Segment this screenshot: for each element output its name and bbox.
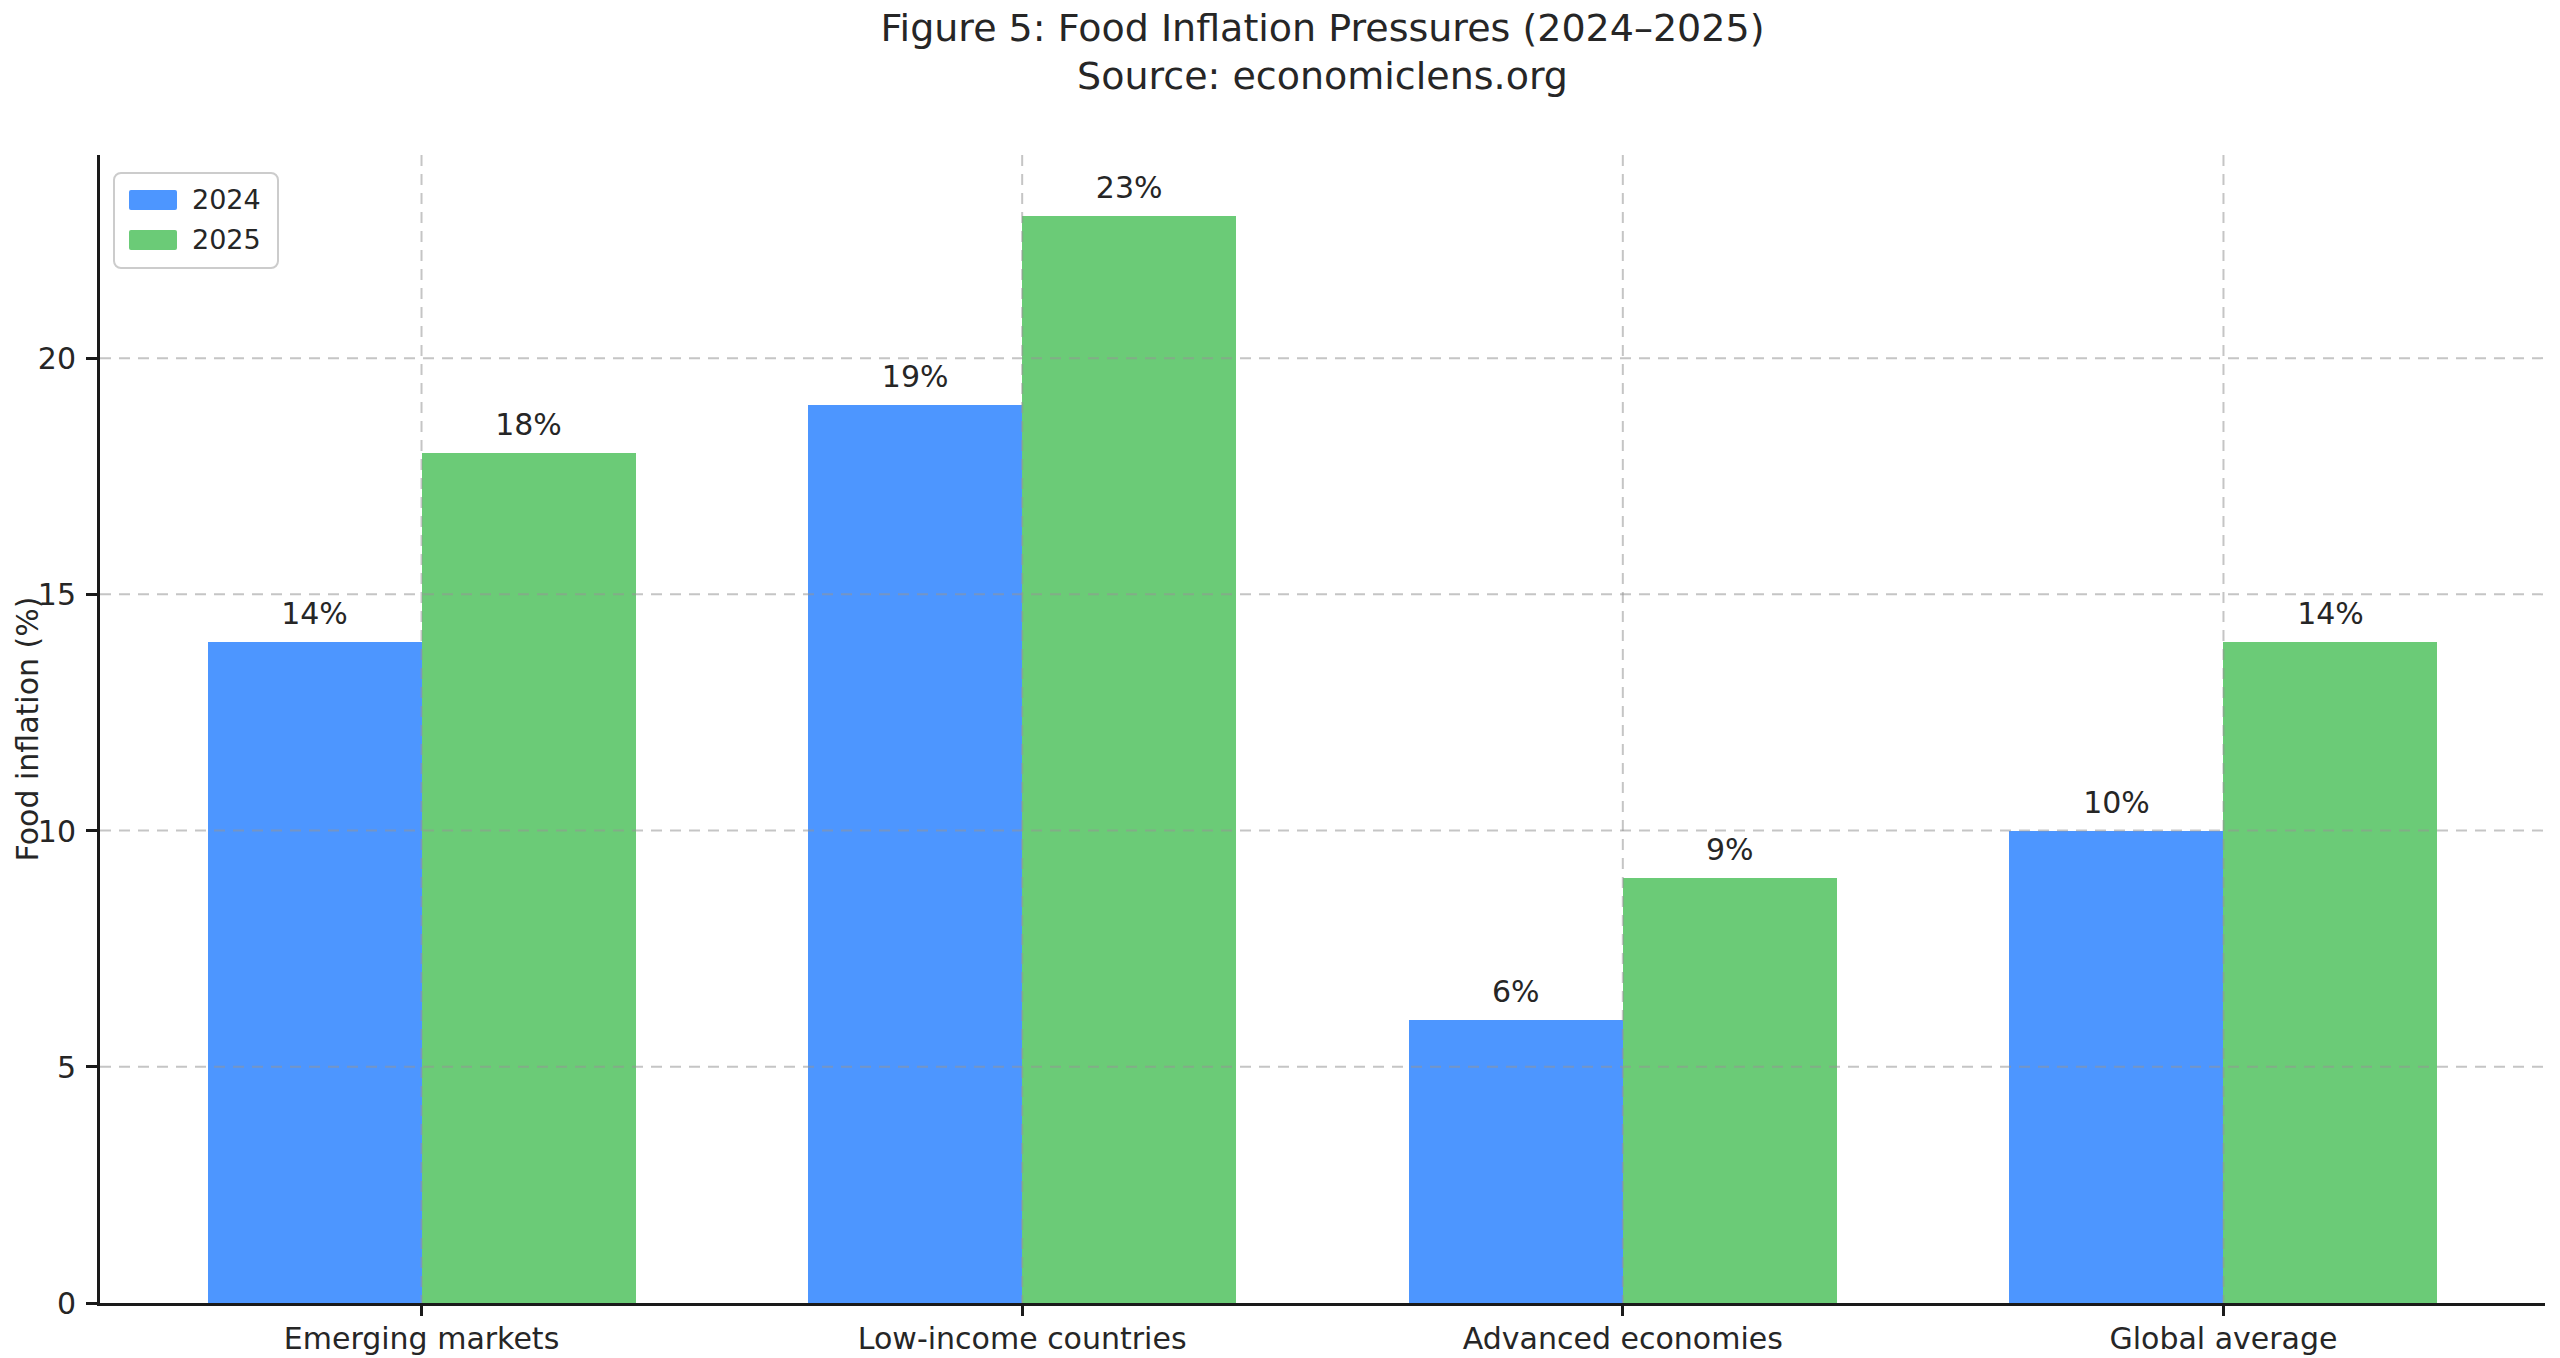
y-tick-mark [86, 829, 97, 832]
y-tick-label: 20 [38, 341, 76, 376]
y-tick-label: 15 [38, 577, 76, 612]
legend-item-2025: 2025 [129, 224, 261, 255]
y-tick-label: 0 [57, 1286, 76, 1321]
tick-layer: 05101520Emerging marketsLow-income count… [100, 155, 2545, 1303]
x-tick-label-2: Advanced economies [1463, 1321, 1783, 1356]
x-tick-mark [1021, 1306, 1024, 1316]
y-tick-label: 10 [38, 813, 76, 848]
chart-subtitle: Source: economiclens.org [100, 53, 2545, 101]
x-tick-label-1: Low-income countries [858, 1321, 1187, 1356]
y-tick-label: 5 [57, 1049, 76, 1084]
legend: 2024 2025 [113, 172, 279, 269]
x-tick-mark [420, 1306, 423, 1316]
y-tick-mark [86, 1302, 97, 1305]
legend-label: 2025 [192, 224, 261, 255]
x-axis-spine [97, 1303, 2545, 1306]
y-tick-mark [86, 593, 97, 596]
x-tick-label-3: Global average [2109, 1321, 2337, 1356]
chart-title: Figure 5: Food Inflation Pressures (2024… [100, 5, 2545, 53]
x-tick-label-0: Emerging markets [284, 1321, 560, 1356]
figure: Figure 5: Food Inflation Pressures (2024… [0, 0, 2560, 1358]
plot-area: 14%19%6%10%18%23%9%14% 05101520Emerging … [100, 155, 2545, 1303]
y-tick-mark [86, 1065, 97, 1068]
legend-label: 2024 [192, 184, 261, 215]
y-tick-mark [86, 357, 97, 360]
legend-swatch-2025 [129, 230, 177, 250]
legend-swatch-2024 [129, 190, 177, 210]
legend-item-2024: 2024 [129, 184, 261, 215]
x-tick-mark [1621, 1306, 1624, 1316]
x-tick-mark [2222, 1306, 2225, 1316]
